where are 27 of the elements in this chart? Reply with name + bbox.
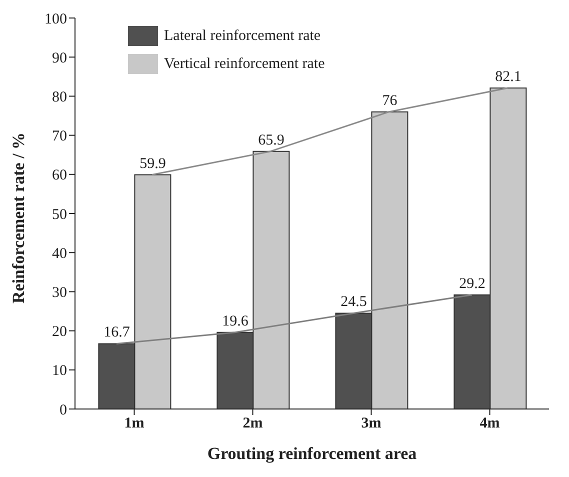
legend-label: Vertical reinforcement rate <box>164 56 325 72</box>
x-tick-label: 1m <box>124 416 145 432</box>
y-tick-label: 0 <box>60 402 67 418</box>
data-label: 24.5 <box>340 294 367 310</box>
x-axis-title: Grouting reinforcement area <box>207 444 418 464</box>
y-tick-label: 100 <box>44 11 67 28</box>
y-tick-label: 90 <box>52 50 67 66</box>
x-tick-label: 4m <box>480 416 500 432</box>
y-tick-label: 30 <box>52 285 67 302</box>
y-tick-label: 70 <box>52 128 67 145</box>
legend-label: Lateral reinforcement rate <box>164 28 321 44</box>
x-tick-label: 2m <box>242 416 264 432</box>
data-label: 16.7 <box>104 324 130 341</box>
data-label: 19.6 <box>222 313 249 330</box>
y-tick-label: 40 <box>52 246 67 262</box>
data-label: 76 <box>382 92 398 109</box>
data-label: 65.9 <box>258 132 284 148</box>
x-tick-label: 3m <box>361 416 382 432</box>
data-label: 59.9 <box>140 156 166 172</box>
y-axis-title: Reinforcement rate / % <box>9 132 28 304</box>
y-tick-label: 60 <box>52 168 67 184</box>
y-tick-label: 50 <box>52 206 67 223</box>
data-label: 82.1 <box>495 68 522 85</box>
y-tick-label: 20 <box>52 324 67 340</box>
data-label: 29.2 <box>459 276 486 292</box>
y-tick-label: 80 <box>52 90 67 106</box>
y-tick-label: 10 <box>52 363 67 380</box>
